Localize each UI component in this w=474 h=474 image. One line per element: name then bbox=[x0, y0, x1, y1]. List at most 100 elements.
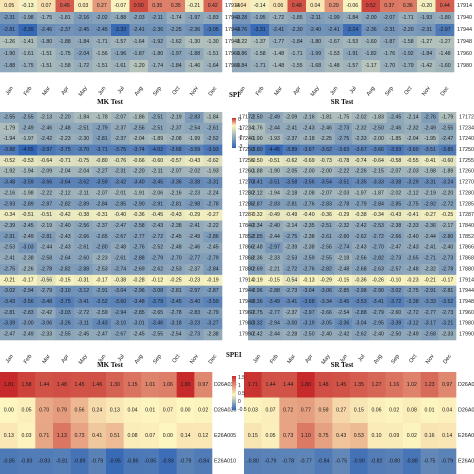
heatmap-cell bbox=[55, 177, 75, 189]
cell-value-label: -1.80 bbox=[309, 39, 321, 45]
cell-value-label: -3.05 bbox=[320, 321, 332, 327]
cell-value-label: -2.14 bbox=[407, 114, 419, 120]
cell-value-label: 1.06 bbox=[163, 382, 173, 388]
cell-value-label: -1.95 bbox=[424, 136, 436, 142]
cell-value-label: -2.25 bbox=[170, 27, 182, 33]
cell-value-label: -1.98 bbox=[424, 169, 436, 175]
heatmap-cell bbox=[282, 112, 301, 124]
heatmap-cell bbox=[352, 285, 370, 297]
cell-value-label: -2.66 bbox=[389, 234, 401, 240]
heatmap-cell bbox=[420, 423, 439, 449]
heatmap-cell bbox=[317, 296, 335, 308]
heatmap-cell bbox=[232, 60, 251, 73]
cell-value-label: -2.94 bbox=[268, 321, 280, 327]
row-label: 17940 bbox=[457, 15, 472, 21]
heatmap-cell bbox=[380, 60, 399, 73]
cell-value-label: -3.58 bbox=[285, 180, 297, 186]
cell-value-label: -3.68 bbox=[303, 299, 315, 305]
heatmap-cell bbox=[369, 285, 387, 297]
heatmap-cell bbox=[55, 264, 75, 276]
heatmap-cell bbox=[300, 198, 318, 211]
cell-value-label: -2.75 bbox=[337, 136, 349, 142]
heatmap-cell bbox=[0, 36, 19, 49]
cell-value-label: -2.31 bbox=[114, 169, 126, 175]
heatmap-cell bbox=[314, 372, 333, 398]
heatmap-cell bbox=[282, 242, 301, 254]
cell-value-label: -2.82 bbox=[59, 201, 71, 207]
column-label: Mar bbox=[287, 354, 298, 365]
heatmap-cell bbox=[265, 155, 283, 167]
heatmap-cell bbox=[111, 253, 130, 265]
heatmap-cell bbox=[129, 242, 149, 254]
cell-value-label: -2.97 bbox=[439, 27, 451, 33]
heatmap-cell bbox=[148, 36, 167, 49]
heatmap-cell bbox=[55, 231, 75, 243]
heatmap-cell bbox=[148, 122, 167, 135]
heatmap-cell bbox=[438, 372, 457, 398]
heatmap-cell bbox=[369, 231, 387, 243]
cell-value-label: -1.71 bbox=[254, 63, 266, 69]
cell-value-label: -2.21 bbox=[268, 266, 280, 272]
cell-value-label: -2.16 bbox=[303, 114, 315, 120]
cell-value-label: -3.43 bbox=[96, 321, 108, 327]
heatmap-cell bbox=[417, 24, 436, 37]
heatmap-cell bbox=[185, 318, 204, 330]
heatmap-cell bbox=[70, 397, 89, 424]
heatmap-cell bbox=[244, 448, 262, 474]
cell-value-label: 1.13 bbox=[57, 433, 67, 439]
cell-value-label: -2.38 bbox=[303, 245, 315, 251]
heatmap-cell bbox=[269, 36, 288, 49]
heatmap-cell bbox=[250, 12, 270, 25]
cell-value-label: -0.88 bbox=[406, 458, 418, 464]
heatmap-cell bbox=[0, 372, 18, 398]
heatmap-cell bbox=[18, 36, 38, 49]
cell-value-label: -1.94 bbox=[22, 169, 34, 175]
row-label: 17914 bbox=[239, 277, 254, 283]
heatmap-cell bbox=[203, 133, 223, 145]
heatmap-cell bbox=[185, 242, 204, 254]
heatmap-cell bbox=[244, 372, 262, 398]
cell-value-label: -2.47 bbox=[441, 136, 453, 142]
heatmap-cell bbox=[74, 220, 93, 232]
cell-value-label: -2.19 bbox=[170, 114, 182, 120]
heatmap-cell bbox=[244, 423, 262, 449]
heatmap-cell bbox=[0, 318, 19, 330]
heatmap-cell bbox=[248, 231, 266, 243]
heatmap-cell bbox=[420, 397, 439, 424]
cell-value-label: 0.03 bbox=[21, 433, 31, 439]
heatmap-cell bbox=[55, 166, 75, 178]
heatmap-cell bbox=[18, 188, 38, 200]
cell-value-label: 0.79 bbox=[57, 407, 67, 413]
heatmap-cell bbox=[111, 220, 130, 232]
column-label: Jun bbox=[97, 86, 107, 97]
heatmap-cell bbox=[300, 329, 318, 341]
heatmap-cell bbox=[111, 155, 130, 167]
heatmap-cell bbox=[111, 133, 130, 145]
cell-value-label: -2.91 bbox=[96, 288, 108, 294]
cell-value-label: -3.38 bbox=[389, 180, 401, 186]
heatmap-cell bbox=[334, 296, 353, 308]
cell-value-label: -2.30 bbox=[77, 136, 89, 142]
cell-value-label: -3.40 bbox=[133, 180, 145, 186]
heatmap-cell bbox=[435, 36, 455, 49]
cell-value-label: 1.44 bbox=[39, 382, 49, 388]
heatmap-cell bbox=[404, 253, 422, 265]
heatmap-cell bbox=[129, 198, 149, 211]
heatmap-cell bbox=[314, 448, 333, 474]
heatmap-cell bbox=[55, 122, 75, 135]
cell-value-label: -2.95 bbox=[372, 321, 384, 327]
heatmap-cell bbox=[421, 209, 439, 221]
cell-value-label: 0.14 bbox=[442, 433, 452, 439]
row-label: 17868 bbox=[239, 256, 254, 262]
row-label: E26A005 bbox=[458, 433, 474, 439]
heatmap-cell bbox=[166, 318, 186, 330]
heatmap-cell bbox=[194, 448, 213, 474]
cell-value-label: -1.71 bbox=[402, 15, 414, 21]
heatmap-cell bbox=[404, 264, 422, 276]
heatmap-cell bbox=[185, 48, 204, 61]
cell-value-label: 1.45 bbox=[74, 382, 84, 388]
heatmap-cell bbox=[166, 155, 186, 167]
heatmap-cell bbox=[203, 177, 223, 189]
cell-value-label: -1.51 bbox=[96, 63, 108, 69]
cell-value-label: -2.00 bbox=[372, 136, 384, 142]
